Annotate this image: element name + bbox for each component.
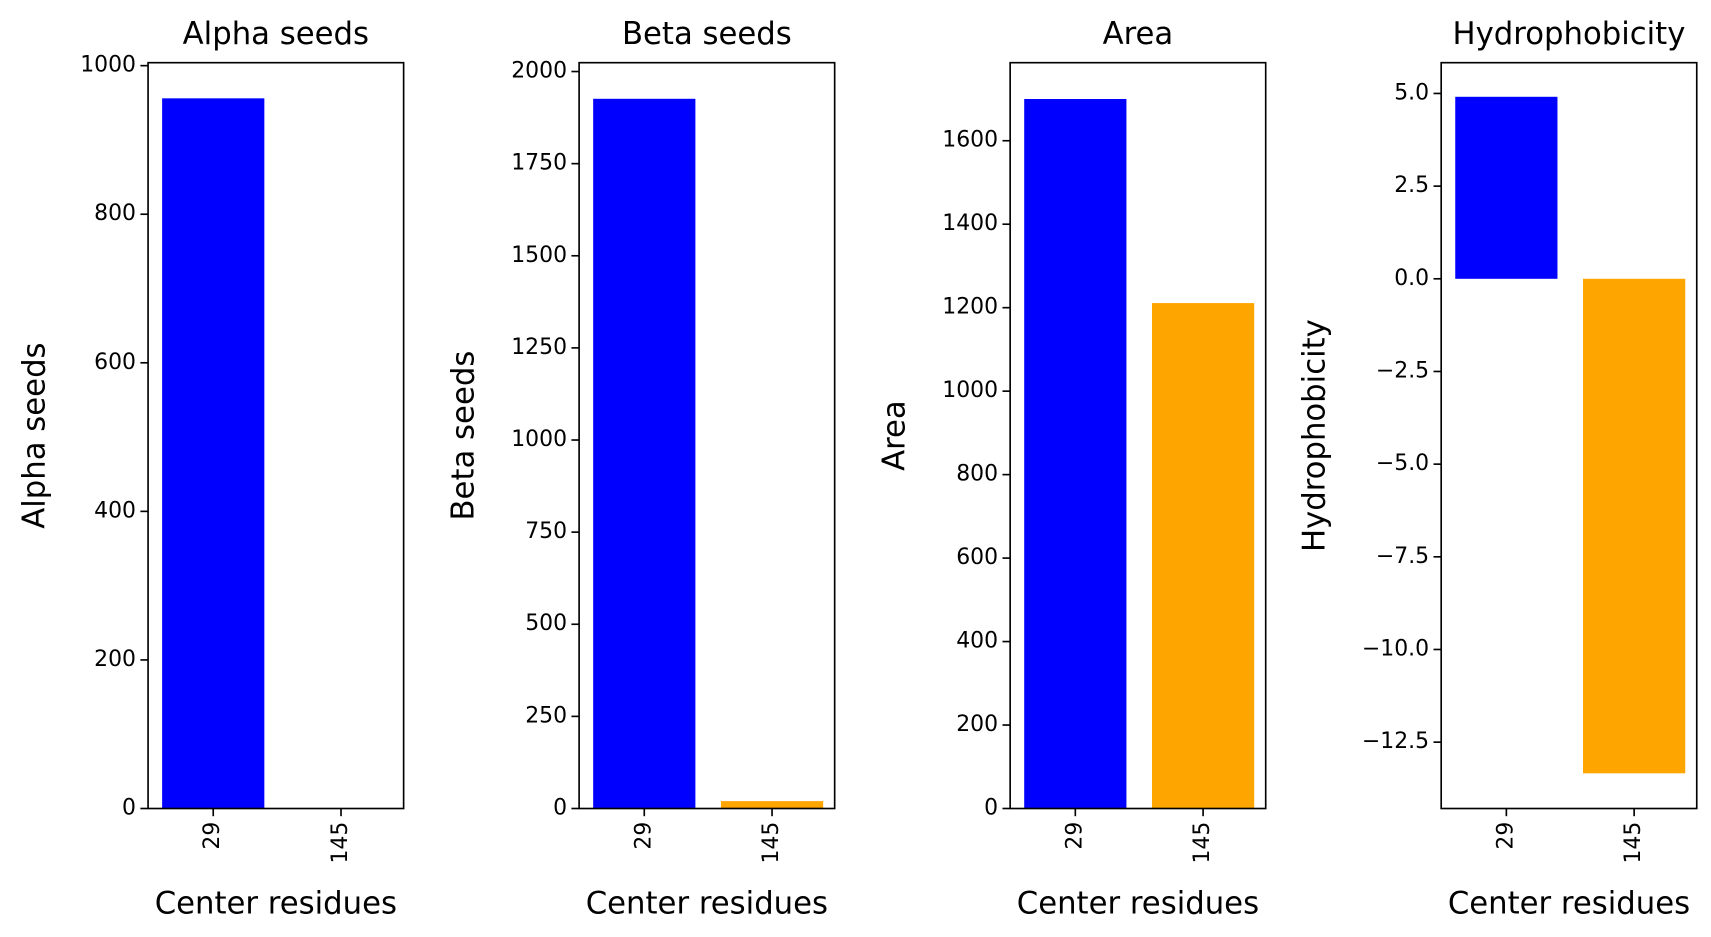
- axes-frame: [1440, 61, 1698, 810]
- axes-frame: [147, 61, 405, 810]
- y-tick-label: 5.0: [1394, 80, 1429, 105]
- y-tick-label: −12.5: [1362, 729, 1429, 754]
- y-tick-label: 400: [94, 498, 136, 523]
- x-axis-label: Center residues: [1017, 886, 1259, 922]
- y-tick-label: −5.0: [1376, 451, 1429, 476]
- y-tick-label: 1600: [942, 128, 998, 153]
- y-tick-label: 1200: [942, 295, 998, 320]
- x-tick-label: 145: [328, 822, 353, 864]
- y-tick-label: 500: [525, 611, 567, 636]
- y-tick-label: 250: [525, 703, 567, 728]
- y-tick-label: 1000: [80, 53, 136, 78]
- y-tick-label: 0: [122, 796, 136, 821]
- x-axis-label: Center residues: [155, 886, 397, 922]
- y-tick-label: 1500: [511, 243, 567, 268]
- bar: [162, 98, 265, 809]
- y-tick-label: 200: [94, 647, 136, 672]
- subplot-title: Alpha seeds: [183, 16, 369, 52]
- bar: [593, 98, 696, 809]
- y-tick-label: 2000: [511, 59, 567, 84]
- y-tick-label: 750: [525, 519, 567, 544]
- subplot-title: Hydrophobicity: [1453, 16, 1686, 52]
- y-tick-label: −2.5: [1376, 358, 1429, 383]
- axes-frame: [578, 61, 836, 810]
- y-tick-label: 200: [956, 712, 998, 737]
- y-axis-label: Area: [877, 400, 913, 471]
- y-tick-label: 600: [94, 350, 136, 375]
- y-tick-label: 400: [956, 629, 998, 654]
- y-tick-label: 0: [553, 796, 567, 821]
- y-tick-label: 0.0: [1394, 266, 1429, 291]
- x-tick-label: 29: [1493, 822, 1518, 850]
- y-tick-label: 800: [94, 201, 136, 226]
- y-tick-label: 0: [984, 796, 998, 821]
- bar: [720, 801, 824, 809]
- y-tick-label: 1750: [511, 151, 567, 176]
- axes-frame: [1009, 61, 1267, 810]
- bar: [1151, 303, 1255, 809]
- y-axis-label: Alpha seeds: [17, 342, 53, 528]
- y-tick-label: 800: [956, 462, 998, 487]
- x-tick-label: 145: [759, 822, 784, 864]
- x-axis-label: Center residues: [1448, 886, 1690, 922]
- x-axis-label: Center residues: [586, 886, 828, 922]
- y-axis-label: Beta seeds: [446, 351, 482, 521]
- x-tick-label: 145: [1190, 822, 1215, 864]
- x-tick-label: 145: [1621, 822, 1646, 864]
- y-tick-label: −7.5: [1376, 544, 1429, 569]
- subplot-title: Area: [1103, 16, 1174, 52]
- bar: [1455, 96, 1558, 279]
- x-tick-label: 29: [1062, 822, 1087, 850]
- y-tick-label: −10.0: [1362, 636, 1429, 661]
- subplot-title: Beta seeds: [622, 16, 792, 52]
- y-axis-label: Hydrophobicity: [1297, 319, 1333, 552]
- y-tick-label: 2.5: [1394, 173, 1429, 198]
- y-tick-label: 600: [956, 545, 998, 570]
- y-tick-label: 1000: [942, 378, 998, 403]
- bar: [1024, 98, 1127, 809]
- x-tick-label: 29: [200, 822, 225, 850]
- y-tick-label: 1400: [942, 211, 998, 236]
- y-tick-label: 1250: [511, 335, 567, 360]
- bar: [1583, 278, 1686, 774]
- y-tick-label: 1000: [511, 427, 567, 452]
- x-tick-label: 29: [631, 822, 656, 850]
